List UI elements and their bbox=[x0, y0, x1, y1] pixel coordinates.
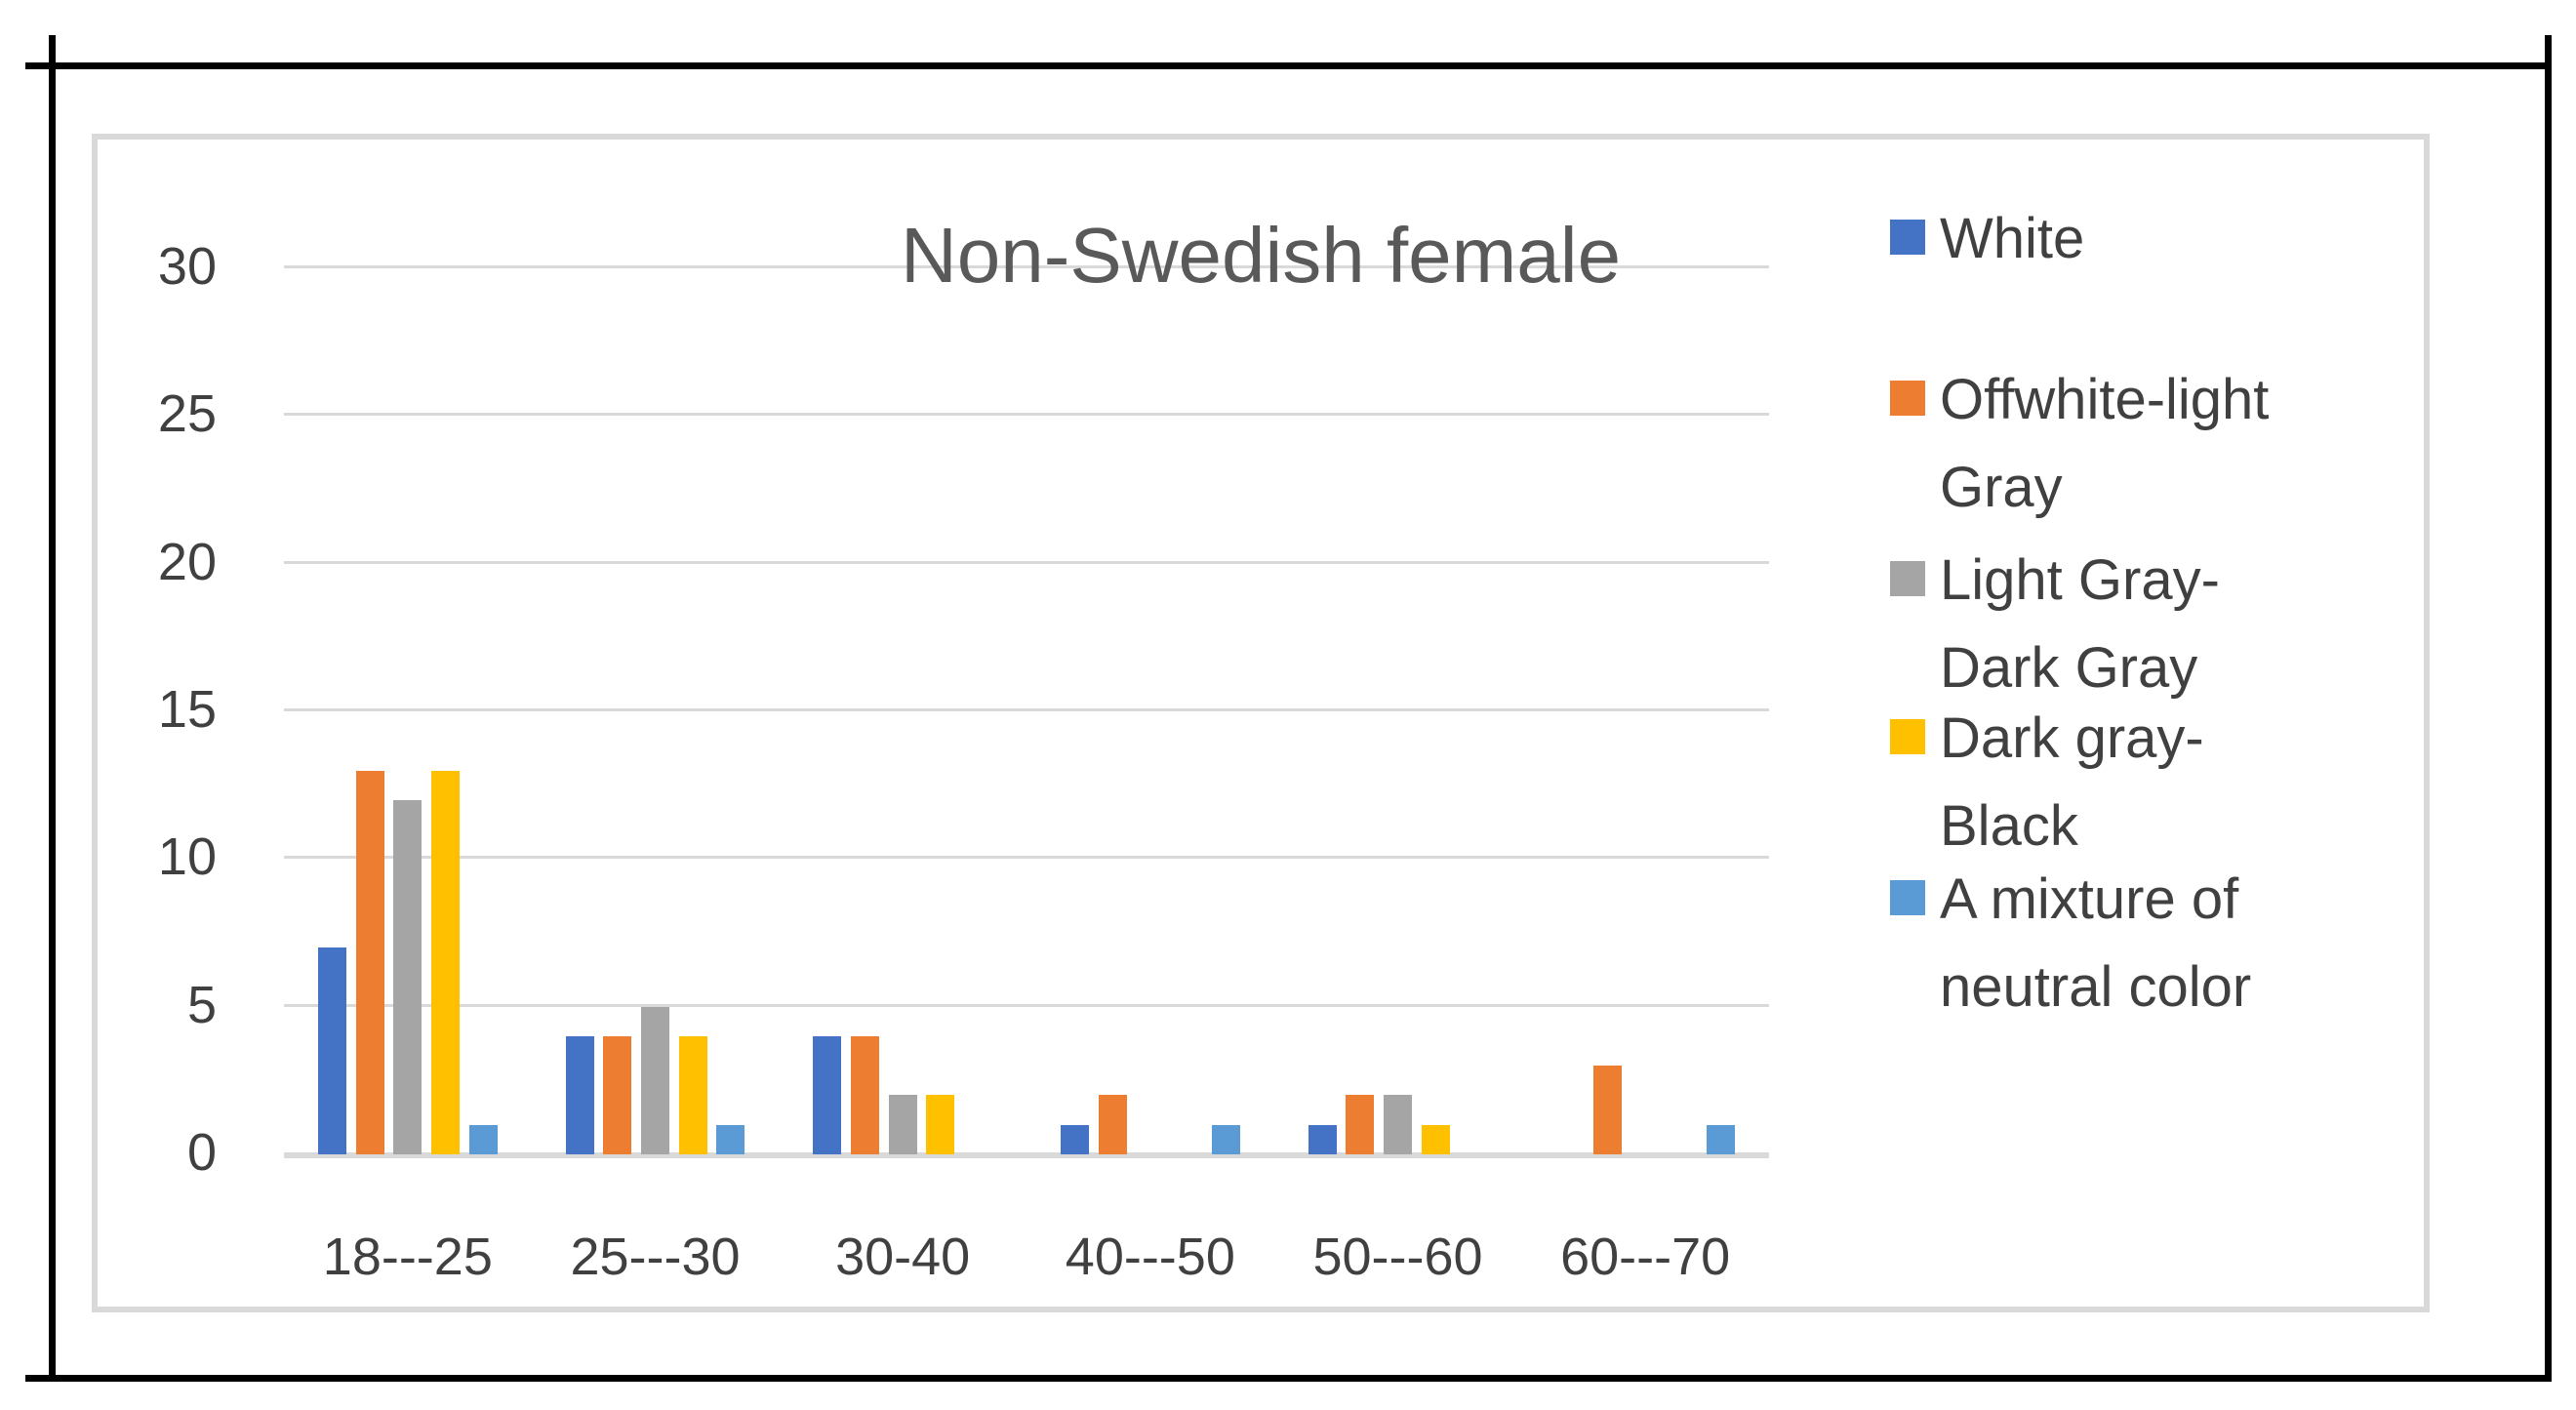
y-tick-label-15: 15 bbox=[157, 680, 217, 739]
bar-dark-gray-black-30-40 bbox=[926, 1095, 955, 1154]
bar-white-50-60 bbox=[1308, 1125, 1337, 1154]
gridline-5 bbox=[284, 1003, 1769, 1007]
legend-swatch-dark-gray-black bbox=[1890, 719, 1925, 754]
outer-border-bottom bbox=[25, 1375, 2551, 1382]
bar-a-mixture-of-neutral-color-40-50 bbox=[1211, 1125, 1240, 1154]
bar-light-gray-dark-gray-25-30 bbox=[641, 1007, 669, 1154]
legend-label-line: Offwhite-light bbox=[1940, 368, 2270, 431]
legend-label-line: A mixture of bbox=[1940, 867, 2239, 931]
y-tick-label-20: 20 bbox=[157, 532, 217, 591]
legend-label-line: Dark gray- bbox=[1940, 706, 2204, 770]
x-tick-label-25-30: 25---30 bbox=[570, 1228, 741, 1286]
bar-offwhite-light-gray-25-30 bbox=[603, 1036, 632, 1154]
bar-white-40-50 bbox=[1060, 1125, 1089, 1154]
legend-label-dark-gray-black: Dark gray- Black bbox=[1940, 695, 2428, 870]
bar-a-mixture-of-neutral-color-25-30 bbox=[716, 1125, 745, 1154]
bar-dark-gray-black-25-30 bbox=[678, 1036, 707, 1154]
y-tick-label-5: 5 bbox=[186, 975, 217, 1034]
bar-white-25-30 bbox=[565, 1036, 594, 1154]
legend-swatch-light-gray-dark-gray bbox=[1890, 561, 1925, 596]
x-tick-label-50-60: 50---60 bbox=[1312, 1228, 1483, 1286]
x-axis-line bbox=[284, 1152, 1769, 1158]
outer-border-left bbox=[49, 35, 56, 1382]
y-tick-label-30: 30 bbox=[157, 237, 217, 296]
legend-label-light-gray-dark-gray: Light Gray- Dark Gray bbox=[1940, 537, 2428, 712]
bar-light-gray-dark-gray-30-40 bbox=[888, 1095, 917, 1154]
bar-dark-gray-black-50-60 bbox=[1421, 1125, 1450, 1154]
bar-light-gray-dark-gray-18-25 bbox=[393, 800, 423, 1154]
bar-a-mixture-of-neutral-color-60-70 bbox=[1707, 1125, 1736, 1154]
legend-label-a-mixture-of-neutral-color: A mixture of neutral color bbox=[1940, 856, 2428, 1031]
legend-swatch-a-mixture-of-neutral-color bbox=[1890, 880, 1925, 915]
gridline-20 bbox=[284, 560, 1769, 564]
y-tick-label-0: 0 bbox=[186, 1123, 217, 1182]
bar-offwhite-light-gray-50-60 bbox=[1346, 1095, 1375, 1154]
legend-swatch-offwhite-light-gray bbox=[1890, 381, 1925, 416]
legend-label-line: Black bbox=[1940, 794, 2078, 858]
y-tick-label-25: 25 bbox=[157, 384, 217, 444]
y-tick-label-10: 10 bbox=[157, 827, 217, 887]
bar-offwhite-light-gray-60-70 bbox=[1593, 1066, 1622, 1154]
chart-title: Non-Swedish female bbox=[900, 212, 1622, 299]
outer-border-top bbox=[25, 62, 2551, 69]
bar-a-mixture-of-neutral-color-18-25 bbox=[468, 1125, 498, 1154]
bar-offwhite-light-gray-30-40 bbox=[851, 1036, 879, 1154]
legend-label-line: Dark Gray bbox=[1940, 636, 2198, 700]
bar-white-18-25 bbox=[317, 947, 346, 1154]
legend-label-line: Gray bbox=[1940, 456, 2063, 519]
gridline-25 bbox=[284, 413, 1769, 417]
x-tick-label-18-25: 18---25 bbox=[322, 1228, 493, 1286]
legend-swatch-white bbox=[1890, 220, 1925, 255]
legend-label-line: neutral color bbox=[1940, 955, 2252, 1019]
bar-white-30-40 bbox=[813, 1036, 842, 1154]
gridline-15 bbox=[284, 708, 1769, 711]
x-tick-label-60-70: 60---70 bbox=[1560, 1228, 1731, 1286]
bar-offwhite-light-gray-40-50 bbox=[1098, 1095, 1127, 1154]
legend-label-white: White bbox=[1940, 195, 2428, 283]
bar-dark-gray-black-18-25 bbox=[431, 771, 460, 1154]
bar-light-gray-dark-gray-50-60 bbox=[1384, 1095, 1412, 1154]
bar-offwhite-light-gray-18-25 bbox=[355, 771, 384, 1154]
gridline-10 bbox=[284, 856, 1769, 860]
gridline-30 bbox=[284, 265, 1769, 268]
x-tick-label-40-50: 40---50 bbox=[1065, 1228, 1235, 1286]
legend-label-line: Light Gray- bbox=[1940, 548, 2220, 612]
x-tick-label-30-40: 30-40 bbox=[835, 1228, 971, 1286]
legend-label-offwhite-light-gray: Offwhite-light Gray bbox=[1940, 356, 2428, 532]
legend-label-line: White bbox=[1940, 207, 2085, 270]
chart-area[interactable] bbox=[92, 134, 2430, 1312]
outer-border-right bbox=[2545, 35, 2552, 1382]
